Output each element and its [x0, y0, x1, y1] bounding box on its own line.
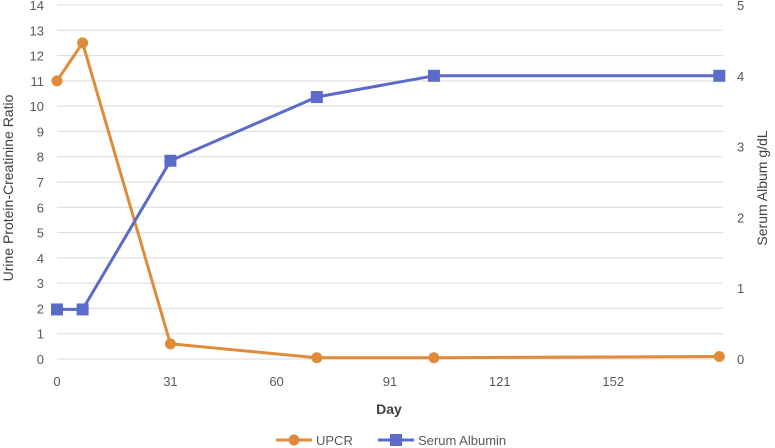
y-tick-label-3: 3: [37, 276, 44, 291]
x-tick-label-4: 121: [489, 374, 511, 389]
legend-item-upcr: UPCR: [276, 433, 353, 448]
y-axis-title: Urine Protein-Creatinine Ratio: [0, 94, 16, 281]
y-tick-label-5: 5: [37, 226, 44, 241]
y-tick-label-13: 13: [30, 23, 44, 38]
data-point-serum-albumin-1: [76, 303, 89, 316]
y2-axis-title: Serum Album g/dL: [754, 130, 770, 245]
data-point-serum-albumin-5: [713, 69, 726, 82]
y-tick-label-12: 12: [30, 49, 44, 64]
y2-tick-label-5: 5: [737, 0, 744, 13]
series-layer: [51, 37, 726, 364]
data-point-serum-albumin-0: [51, 303, 63, 316]
y2-tick-label-0: 0: [737, 352, 744, 367]
legend: UPCR Serum Albumin: [276, 433, 506, 448]
y2-tick-label-2: 2: [737, 210, 744, 225]
x-axis-title: Day: [376, 401, 402, 417]
data-point-upcr-4: [428, 352, 440, 364]
legend-item-serum-albumin: Serum Albumin: [378, 433, 506, 448]
y-tick-label-8: 8: [37, 150, 44, 165]
x-tick-label-0: 0: [53, 374, 60, 389]
data-point-upcr-5: [713, 350, 725, 362]
legend-marker-serum-albumin: [390, 434, 402, 446]
y2-tick-label-1: 1: [737, 281, 744, 296]
y-tick-label-1: 1: [37, 327, 44, 342]
data-point-serum-albumin-2: [164, 154, 177, 167]
data-point-serum-albumin-3: [310, 91, 323, 104]
data-point-upcr-3: [311, 352, 323, 364]
y-tick-label-7: 7: [37, 175, 44, 190]
x-tick-label-1: 31: [163, 374, 177, 389]
legend-label-serum-albumin: Serum Albumin: [418, 433, 506, 448]
y2-tick-label-3: 3: [737, 140, 744, 155]
y-tick-label-0: 0: [37, 352, 44, 367]
series-line-serum-albumin: [57, 74, 720, 311]
y2-tick-label-4: 4: [737, 69, 744, 84]
gridlines: [57, 4, 723, 360]
legend-marker-upcr: [288, 434, 300, 446]
y-tick-label-4: 4: [37, 251, 44, 266]
legend-label-upcr: UPCR: [316, 433, 353, 448]
data-point-upcr-2: [164, 338, 176, 350]
y-tick-label-9: 9: [37, 124, 44, 139]
y-tick-label-10: 10: [30, 99, 44, 114]
y-tick-label-6: 6: [37, 200, 44, 215]
data-point-upcr-1: [77, 37, 89, 49]
y-tick-label-2: 2: [37, 301, 44, 316]
x-tick-label-5: 152: [602, 374, 624, 389]
data-point-serum-albumin-4: [427, 69, 440, 82]
y-tick-label-14: 14: [30, 0, 44, 13]
data-point-upcr-0: [51, 75, 63, 87]
x-tick-label-2: 60: [269, 374, 283, 389]
y-tick-label-11: 11: [31, 74, 45, 89]
x-tick-label-3: 91: [383, 374, 397, 389]
right-y-tick-labels: 0 1 2 3 4 5: [737, 0, 744, 367]
x-tick-labels: 0 31 60 91 121 152: [53, 374, 624, 389]
series-line-upcr: [55, 41, 720, 360]
